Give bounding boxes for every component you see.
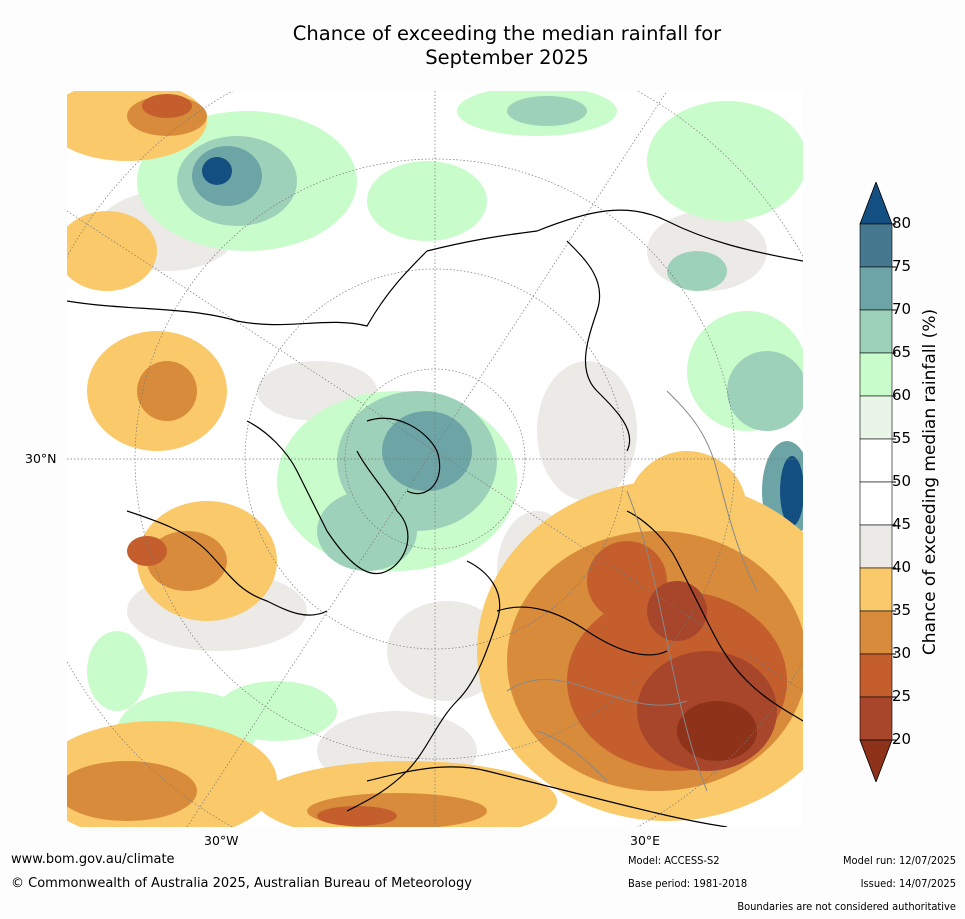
colorbar-band <box>859 653 893 698</box>
colorbar-extend-top <box>859 182 893 225</box>
colorbar-bands <box>859 182 893 782</box>
colorbar-tick-label: 65 <box>892 343 912 361</box>
graticule <box>67 91 803 827</box>
website-text: www.bom.gov.au/climate <box>11 852 175 867</box>
colorbar-tick-label: 75 <box>892 257 912 275</box>
title-line-2: September 2025 <box>425 46 589 69</box>
colorbar-band <box>859 610 893 655</box>
colorbar-band <box>859 567 893 612</box>
map-canvas <box>67 91 803 827</box>
colorbar-tick-label: 70 <box>892 300 912 318</box>
colorbar-tick-label: 20 <box>892 730 912 748</box>
colorbar-band <box>859 266 893 311</box>
colorbar-band <box>859 524 893 569</box>
colorbar-ticks <box>892 223 896 741</box>
coastlines <box>67 209 803 827</box>
model-run-text: Model run: 12/07/2025 <box>843 854 956 867</box>
axis-label-30w: 30°W <box>204 833 239 848</box>
colorbar-tick-label: 50 <box>892 472 912 490</box>
colorbar-tick-label: 30 <box>892 644 912 662</box>
colorbar-band <box>859 352 893 397</box>
issued-text: Issued: 14/07/2025 <box>860 877 956 890</box>
copyright-text: © Commonwealth of Australia 2025, Austra… <box>11 876 472 891</box>
colorbar-label: Chance of exceeding median rainfall (%) <box>920 308 940 656</box>
colorbar-band <box>859 438 893 483</box>
map-title: Chance of exceeding the median rainfall … <box>0 22 965 70</box>
colorbar <box>859 182 896 782</box>
country-borders <box>506 390 758 792</box>
colorbar-band <box>859 481 893 526</box>
axis-label-30n: 30°N <box>25 451 57 466</box>
colorbar-tick-label: 45 <box>892 515 912 533</box>
colorbar-tick-label: 80 <box>892 214 912 232</box>
colorbar-tick-label: 25 <box>892 687 912 705</box>
colorbar-tick-label: 55 <box>892 429 912 447</box>
colorbar-band <box>859 696 893 741</box>
dry-extreme-fields <box>677 701 757 761</box>
colorbar-band <box>859 309 893 354</box>
colorbar-tick-label: 40 <box>892 558 912 576</box>
title-line-1: Chance of exceeding the median rainfall … <box>292 22 722 45</box>
disclaimer-text: Boundaries are not considered authoritat… <box>737 900 956 913</box>
colorbar-band <box>859 395 893 440</box>
colorbar-extend-bottom <box>859 739 893 782</box>
colorbar-tick-label: 35 <box>892 601 912 619</box>
rainfall-map <box>67 91 803 827</box>
colorbar-band <box>859 223 893 268</box>
axis-label-30e: 30°E <box>630 833 661 848</box>
base-period-text: Base period: 1981-2018 <box>628 877 748 890</box>
model-text: Model: ACCESS-S2 <box>628 854 720 867</box>
colorbar-tick-label: 60 <box>892 386 912 404</box>
